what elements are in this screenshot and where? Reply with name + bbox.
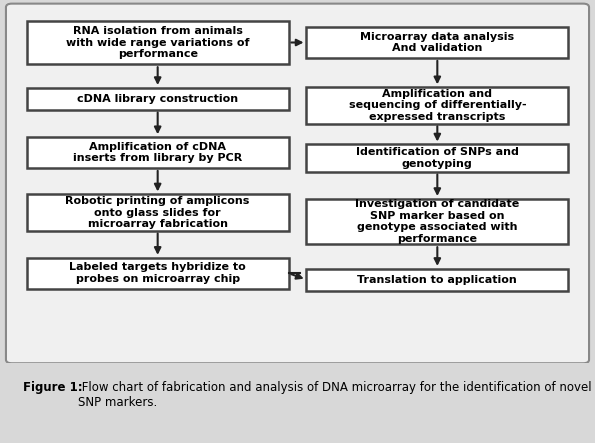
FancyBboxPatch shape	[306, 27, 568, 58]
FancyBboxPatch shape	[306, 199, 568, 244]
FancyBboxPatch shape	[306, 269, 568, 291]
FancyBboxPatch shape	[306, 87, 568, 124]
FancyBboxPatch shape	[27, 88, 289, 110]
Text: Investigation of candidate
SNP marker based on
genotype associated with
performa: Investigation of candidate SNP marker ba…	[355, 199, 519, 244]
Text: Flow chart of fabrication and analysis of DNA microarray for the identification : Flow chart of fabrication and analysis o…	[77, 381, 591, 409]
FancyBboxPatch shape	[27, 194, 289, 231]
Text: RNA isolation from animals
with wide range variations of
performance: RNA isolation from animals with wide ran…	[66, 26, 249, 59]
Text: Amplification and
sequencing of differentially-
expressed transcripts: Amplification and sequencing of differen…	[349, 89, 526, 122]
FancyBboxPatch shape	[27, 21, 289, 64]
Text: cDNA library construction: cDNA library construction	[77, 94, 238, 104]
Text: Labeled targets hybridize to
probes on microarray chip: Labeled targets hybridize to probes on m…	[69, 262, 246, 284]
Text: Identification of SNPs and
genotyping: Identification of SNPs and genotyping	[356, 147, 519, 169]
Text: Figure 1:: Figure 1:	[23, 381, 83, 394]
Text: Microarray data analysis
And validation: Microarray data analysis And validation	[360, 32, 515, 53]
Text: Translation to application: Translation to application	[358, 275, 517, 285]
FancyBboxPatch shape	[27, 137, 289, 168]
FancyBboxPatch shape	[6, 4, 589, 363]
FancyBboxPatch shape	[27, 258, 289, 288]
Text: Amplification of cDNA
inserts from library by PCR: Amplification of cDNA inserts from libra…	[73, 142, 242, 163]
Text: Robotic printing of amplicons
onto glass slides for
microarray fabrication: Robotic printing of amplicons onto glass…	[65, 196, 250, 229]
FancyBboxPatch shape	[306, 144, 568, 171]
